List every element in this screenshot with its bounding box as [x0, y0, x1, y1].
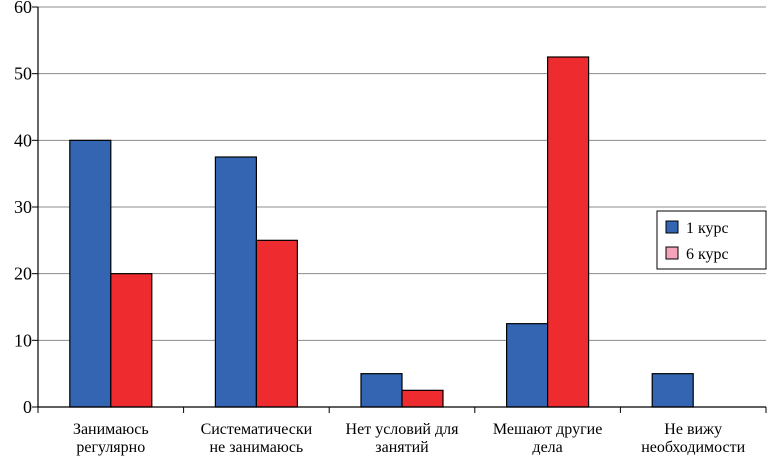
x-tick-label: не занимаюсь [210, 439, 304, 456]
x-tick-label: занятий [375, 439, 429, 456]
legend-swatch [665, 220, 679, 234]
x-tick-label: Мешают другие [493, 421, 602, 438]
y-tick-label: 50 [14, 64, 32, 84]
bar-course-1 [69, 139, 112, 408]
x-tick-label: необходимости [641, 439, 745, 456]
bar-course-6 [255, 239, 298, 408]
bar-course-1 [506, 323, 549, 408]
bar-course-6 [546, 56, 590, 408]
bar-course-1 [214, 156, 257, 408]
x-tick-label: Систематически [201, 421, 313, 438]
x-tick-label: Занимаюсь [73, 421, 149, 438]
y-tick-label: 10 [14, 330, 32, 350]
y-tick-label: 40 [14, 130, 32, 150]
y-tick-label: 0 [23, 397, 32, 417]
legend-swatch [665, 246, 679, 260]
bar-course-6 [110, 273, 153, 408]
bar-course-1 [360, 373, 403, 408]
x-tick-label: регулярно [76, 439, 145, 456]
x-tick-label: дела [532, 439, 562, 456]
bar-course-1 [651, 373, 694, 408]
y-tick-label: 60 [14, 0, 32, 17]
legend-label: 6 курс [686, 246, 729, 263]
legend-label: 1 курс [686, 220, 729, 237]
bar-course-6 [401, 389, 444, 408]
y-tick-label: 30 [14, 197, 32, 217]
y-tick-label: 20 [14, 264, 32, 284]
x-tick-label: Нет условий для [346, 421, 460, 438]
x-tick-label: Не вижу [664, 421, 722, 438]
